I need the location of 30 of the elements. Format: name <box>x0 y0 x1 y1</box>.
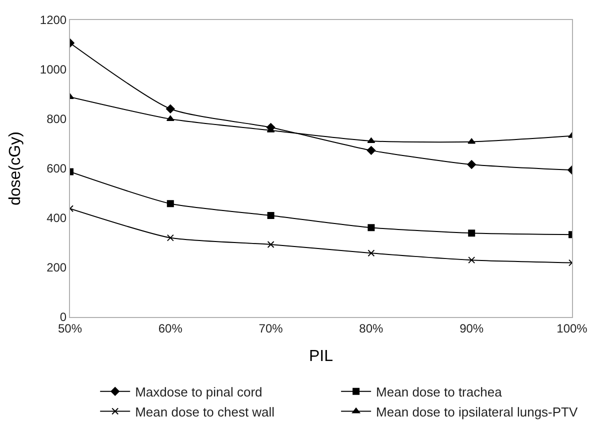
y-tick-label: 600 <box>46 162 67 176</box>
x-axis-title: PIL <box>308 348 334 366</box>
point <box>367 138 376 144</box>
point <box>267 212 274 220</box>
y-tick-label: 1200 <box>40 13 67 28</box>
x-tick-label: 100% <box>556 321 588 336</box>
point <box>166 104 175 114</box>
point <box>467 160 476 169</box>
point <box>166 200 174 208</box>
y-tick-label: 400 <box>46 211 67 226</box>
x-tick-label: 60% <box>158 321 183 336</box>
legend-label: Mean dose to trachea <box>376 384 503 400</box>
point <box>368 250 375 257</box>
point <box>468 256 476 264</box>
y-tick-label: 1000 <box>40 62 67 77</box>
legend-label: Maxdose to pinal cord <box>135 384 262 400</box>
y-tick-label: 800 <box>46 112 67 126</box>
legend-label: Mean dose to ipsilateral lungs-PTV <box>376 404 578 420</box>
x-tick-label: 80% <box>359 321 384 336</box>
x-tick-label: 70% <box>258 321 284 336</box>
y-tick-label: 200 <box>46 260 67 275</box>
y-axis-title: dose(cGy) <box>6 132 24 206</box>
point <box>468 230 476 237</box>
x-tick-label: 90% <box>460 321 484 336</box>
legend-label: Mean dose to chest wall <box>135 404 275 420</box>
point <box>468 138 476 144</box>
point <box>368 224 375 232</box>
point <box>267 240 274 248</box>
point <box>366 146 376 155</box>
point <box>166 234 174 242</box>
